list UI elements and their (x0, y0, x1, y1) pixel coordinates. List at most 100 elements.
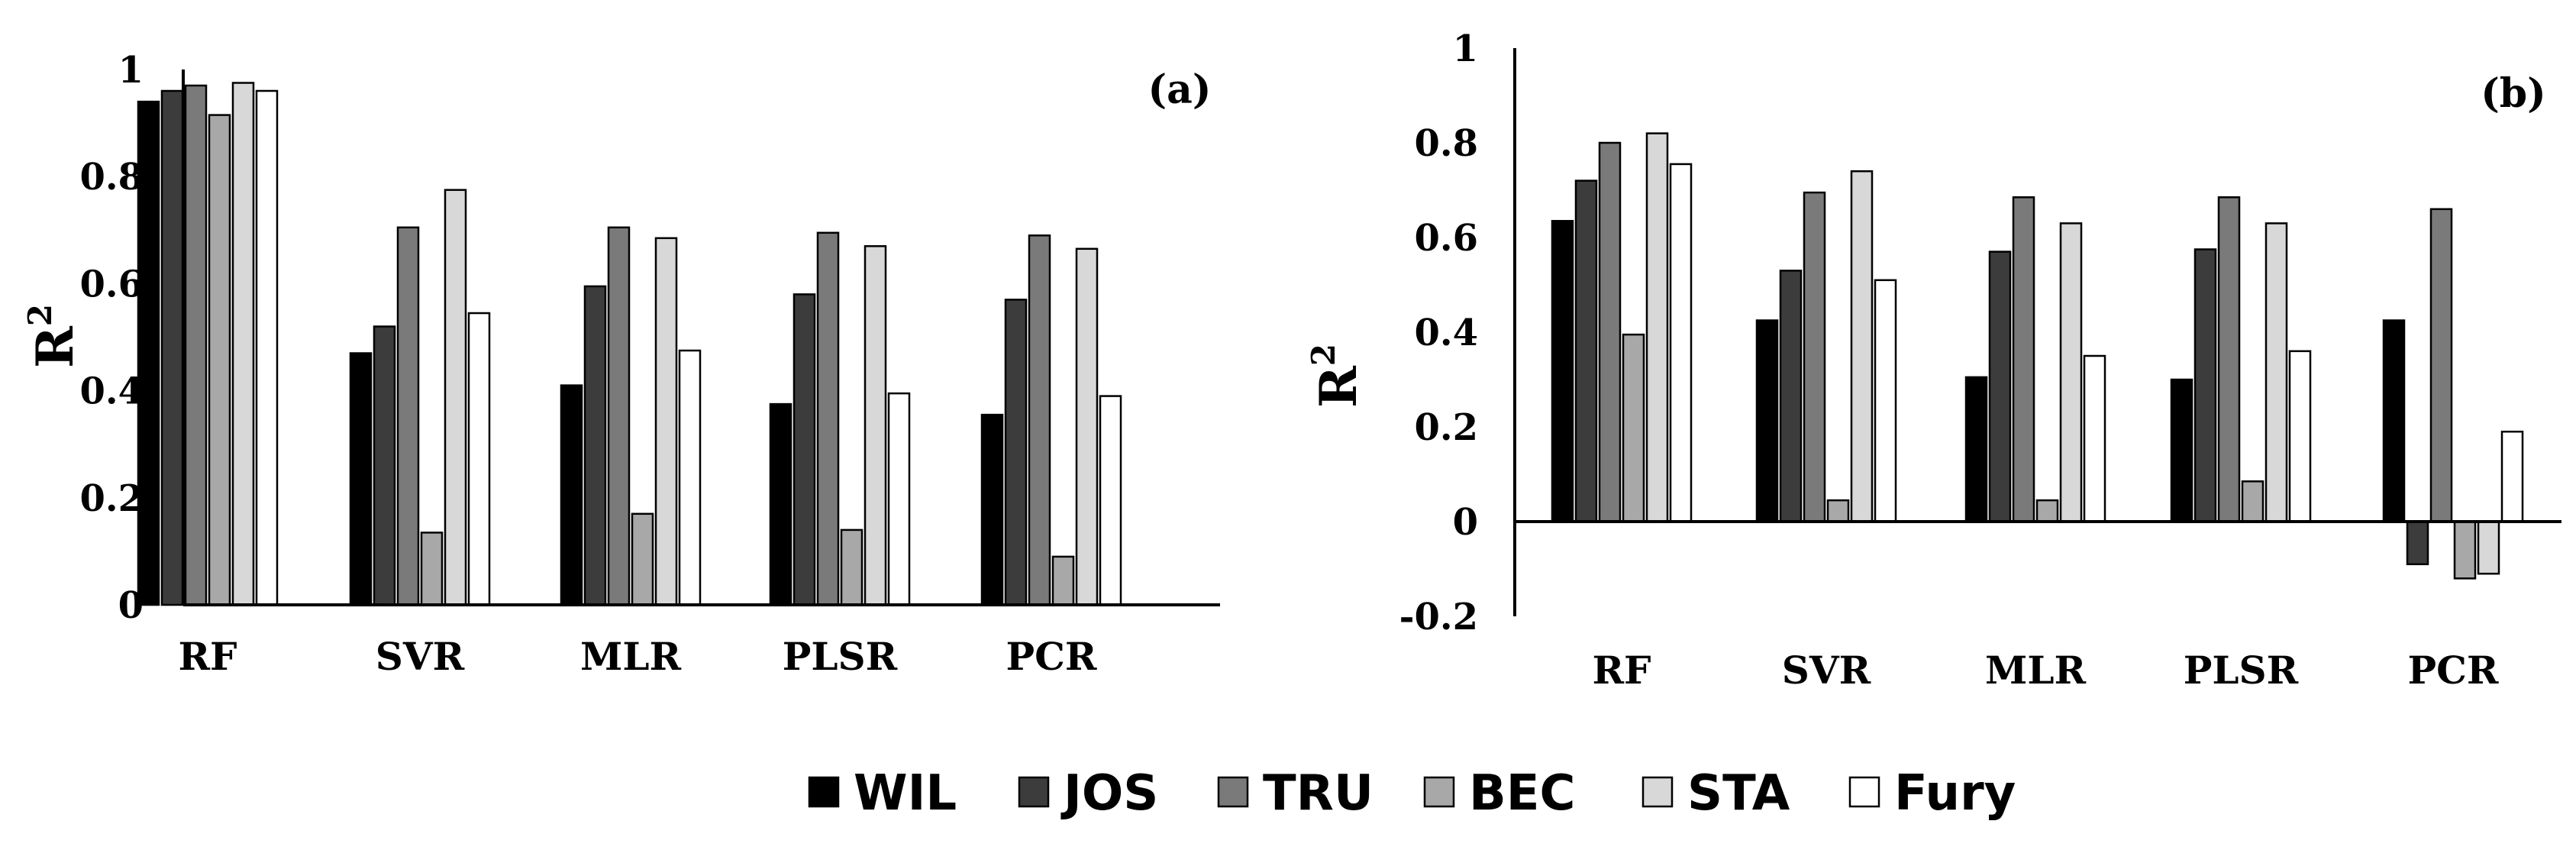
y-tick-label-b: 1 (1453, 27, 1478, 70)
bar-a-pcr-tru (1028, 234, 1051, 606)
bar-a-pcr-fury (1099, 395, 1122, 606)
bar-a-svr-bec (420, 532, 444, 606)
bar-a-rf-fury (255, 89, 279, 606)
bar-a-mlr-fury (678, 349, 702, 606)
bar-b-rf-wil (1551, 220, 1574, 523)
bar-a-svr-wil (349, 352, 373, 606)
bar-b-pcr-sta (2477, 520, 2500, 575)
bar-b-mlr-jos (1988, 250, 2012, 523)
legend-label-sta: STA (1687, 765, 1790, 822)
bar-a-plsr-jos (792, 293, 816, 606)
y-tick-label-b: -0.2 (1399, 596, 1478, 638)
legend-swatch-sta (1641, 776, 1674, 808)
bar-b-plsr-jos (2193, 248, 2217, 523)
legend-swatch-wil (808, 776, 840, 808)
bar-b-pcr-bec (2453, 520, 2477, 580)
bar-a-plsr-tru (816, 231, 840, 606)
bar-a-pcr-jos (1004, 299, 1028, 606)
x-tick-label-b-svr: SVR (1782, 648, 1871, 693)
bar-a-mlr-bec (631, 512, 654, 606)
bar-b-mlr-wil (1964, 376, 1988, 523)
bar-b-rf-jos (1574, 179, 1598, 523)
x-tick-label-a-pcr: PCR (1006, 634, 1097, 679)
bar-a-plsr-fury (887, 392, 911, 606)
bar-b-mlr-bec (2035, 499, 2059, 523)
y-tick-label-a: 1 (118, 49, 144, 92)
bar-b-plsr-wil (2170, 378, 2193, 523)
y-tick-label-a: 0.2 (79, 477, 144, 520)
bar-a-svr-sta (444, 189, 467, 606)
legend-swatch-fury (1848, 776, 1880, 808)
y-tick-label-a: 0 (118, 584, 144, 627)
bar-b-plsr-tru (2217, 196, 2241, 523)
bar-b-pcr-wil (2382, 319, 2406, 523)
bar-b-mlr-tru (2012, 196, 2035, 523)
legend-label-tru: TRU (1263, 765, 1374, 822)
y-axis-label-superscript-b: 2 (1305, 344, 1342, 366)
bar-a-rf-wil (137, 100, 160, 606)
bar-b-pcr-jos (2406, 520, 2429, 566)
x-tick-label-b-rf: RF (1592, 648, 1651, 693)
y-axis-label-text-b: R (1309, 365, 1368, 408)
x-tick-label-b-plsr: PLSR (2184, 648, 2299, 693)
bar-b-rf-bec (1622, 333, 1645, 523)
legend-label-fury: Fury (1894, 765, 2016, 822)
panel-label-a: (a) (1148, 66, 1212, 113)
legend-swatch-jos (1018, 776, 1050, 808)
y-tick-label-a: 0.8 (79, 156, 144, 199)
bar-b-plsr-bec (2241, 480, 2264, 523)
legend-swatch-bec (1423, 776, 1455, 808)
bar-b-svr-fury (1874, 279, 1897, 523)
bar-b-mlr-fury (2083, 354, 2106, 523)
y-axis-label-a: R2 (21, 304, 85, 368)
bar-a-plsr-wil (769, 402, 792, 606)
bar-a-mlr-tru (607, 226, 631, 606)
bar-b-svr-tru (1803, 191, 1826, 523)
y-tick-label-b: 0.4 (1414, 312, 1478, 354)
bar-b-rf-sta (1645, 132, 1669, 523)
bar-a-pcr-sta (1075, 247, 1099, 606)
bar-a-rf-sta (231, 82, 255, 606)
bar-a-svr-jos (373, 325, 396, 606)
bar-a-mlr-jos (583, 285, 607, 606)
bar-a-rf-tru (184, 84, 208, 606)
panel-label-b: (b) (2481, 70, 2546, 117)
bar-a-mlr-sta (654, 237, 678, 606)
bar-b-svr-sta (1850, 170, 1874, 523)
bar-a-pcr-bec (1051, 555, 1075, 606)
legend-label-wil: WIL (854, 765, 957, 822)
bar-a-rf-bec (208, 114, 231, 606)
bar-b-plsr-sta (2264, 222, 2288, 523)
bar-b-plsr-fury (2288, 350, 2312, 523)
y-axis-label-superscript-a: 2 (21, 304, 59, 326)
bar-a-pcr-wil (980, 413, 1004, 606)
y-axis-label-text-a: R (25, 325, 85, 368)
bar-a-svr-tru (396, 226, 420, 606)
y-tick-label-b: 0.8 (1414, 122, 1478, 165)
y-axis-label-b: R2 (1305, 344, 1368, 408)
bar-a-plsr-sta (864, 245, 887, 606)
legend: WIL JOS TRU BEC STA Fury (808, 765, 2016, 822)
bar-b-rf-tru (1598, 141, 1622, 523)
x-tick-label-a-mlr: MLR (580, 634, 682, 679)
bar-b-svr-jos (1779, 270, 1803, 523)
x-tick-label-a-svr: SVR (376, 634, 465, 679)
bar-b-pcr-tru (2429, 208, 2453, 523)
x-tick-label-a-plsr: PLSR (783, 634, 898, 679)
y-tick-label-a: 0.6 (79, 263, 144, 305)
bar-a-rf-jos (160, 89, 184, 606)
bar-b-svr-wil (1755, 319, 1779, 523)
bar-a-plsr-bec (840, 528, 864, 606)
bar-b-rf-fury (1669, 163, 1693, 523)
x-tick-label-b-mlr: MLR (1985, 648, 2087, 693)
y-tick-label-b: 0 (1453, 501, 1478, 544)
legend-swatch-tru (1217, 776, 1249, 808)
bar-a-svr-fury (467, 312, 491, 606)
chart-panel-a: RF SVR MLR PLSR PCR 0 0.2 0.4 0.6 0.8 1 R2 (a) (21, 49, 1220, 679)
y-tick-label-b: 0.2 (1414, 406, 1478, 449)
y-tick-label-b: 0.6 (1414, 217, 1478, 260)
x-tick-label-b-pcr: PCR (2408, 648, 2499, 693)
legend-label-bec: BEC (1469, 765, 1575, 822)
y-tick-label-a: 0.4 (79, 370, 144, 413)
